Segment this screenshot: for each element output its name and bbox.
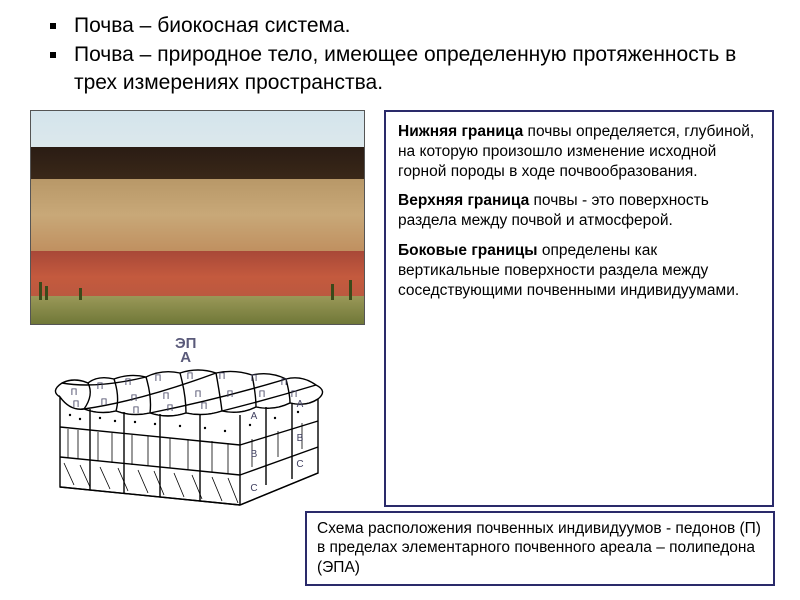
grass-tuft [39, 282, 42, 300]
info-box: Нижняя граница почвы определяется, глуби… [384, 110, 774, 507]
svg-text:П: П [73, 399, 79, 409]
svg-text:A: A [251, 411, 258, 422]
svg-text:П: П [155, 373, 161, 383]
svg-text:П: П [219, 371, 225, 381]
svg-text:П: П [71, 387, 77, 397]
info-bold: Боковые границы [398, 242, 538, 259]
bullet-marker [50, 23, 56, 29]
svg-text:B: B [251, 449, 258, 460]
svg-text:П: П [101, 397, 107, 407]
soil-profile-photo [30, 110, 365, 325]
info-bold: Верхняя граница [398, 192, 529, 209]
grass-tuft [349, 280, 352, 300]
svg-text:П: П [195, 389, 201, 399]
pedon-diagram-zone: ЭП А [30, 337, 365, 507]
info-paragraph-lateral: Боковые границы определены как вертикаль… [398, 241, 760, 300]
svg-text:П: П [201, 401, 207, 411]
info-paragraph-lower: Нижняя граница почвы определяется, глуби… [398, 122, 760, 181]
bullet-item: Почва – природное тело, имеющее определе… [50, 41, 770, 96]
svg-text:C: C [296, 459, 303, 470]
content-row: ЭП А [0, 106, 800, 507]
info-bold: Нижняя граница [398, 123, 523, 140]
svg-text:П: П [125, 377, 131, 387]
caption-box: Схема расположения почвенных индивидуумо… [305, 511, 775, 586]
svg-text:П: П [131, 393, 137, 403]
grass-tuft [331, 284, 334, 300]
svg-text:П: П [281, 377, 287, 387]
photo-grass-layer [31, 296, 364, 324]
svg-text:П: П [187, 371, 193, 381]
bullet-text: Почва – биокосная система. [74, 12, 350, 39]
svg-text:П: П [251, 373, 257, 383]
svg-text:П: П [259, 389, 265, 399]
pedon-diagram: ПППППППП ПППППППП ППП AA BB CC [40, 355, 340, 510]
svg-text:C: C [250, 483, 257, 494]
svg-text:П: П [97, 381, 103, 391]
grass-tuft [45, 286, 48, 300]
bullet-list: Почва – биокосная система. Почва – приро… [0, 0, 800, 106]
bullet-marker [50, 52, 56, 58]
bullet-text: Почва – природное тело, имеющее определе… [74, 41, 770, 96]
caption-text: Схема расположения почвенных индивидуумо… [317, 520, 761, 577]
grass-tuft [79, 288, 82, 300]
svg-text:П: П [227, 389, 233, 399]
photo-sky-layer [31, 111, 364, 147]
svg-text:П: П [163, 391, 169, 401]
svg-text:П: П [133, 405, 139, 415]
svg-text:П: П [291, 389, 297, 399]
svg-text:B: B [297, 433, 304, 444]
photo-tan-soil-layer [31, 179, 364, 251]
info-paragraph-upper: Верхняя граница почвы - это поверхность … [398, 191, 760, 231]
photo-dark-soil-layer [31, 147, 364, 179]
bullet-item: Почва – биокосная система. [50, 12, 770, 39]
svg-text:A: A [297, 399, 304, 410]
left-column: ЭП А [30, 110, 370, 507]
svg-text:П: П [167, 403, 173, 413]
